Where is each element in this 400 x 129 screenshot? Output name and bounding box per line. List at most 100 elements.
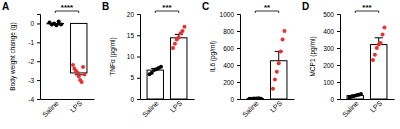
data-point bbox=[381, 32, 385, 36]
data-point bbox=[373, 53, 377, 57]
figure: A-4-3-2-10SalineLPS****Body weight chang… bbox=[0, 0, 400, 129]
tick: 200 bbox=[223, 79, 240, 86]
data-point bbox=[382, 26, 386, 30]
tick-mark bbox=[337, 31, 340, 32]
tick-mark bbox=[237, 82, 240, 83]
data-point bbox=[54, 23, 58, 27]
panel-label: D bbox=[302, 1, 309, 12]
tick-label: 0 bbox=[30, 20, 34, 27]
marks bbox=[247, 29, 287, 99]
annotation: ** bbox=[264, 3, 271, 12]
tick-mark bbox=[37, 61, 40, 62]
tick-label: 0 bbox=[330, 96, 334, 103]
tick-mark bbox=[137, 57, 140, 58]
panel-label: B bbox=[102, 1, 109, 12]
axis-line bbox=[41, 99, 95, 100]
tick-label: 0 bbox=[130, 96, 134, 103]
panel: B05101520SalineLPS***TNFα (pg/ml) bbox=[102, 1, 195, 118]
tick: 400 bbox=[223, 62, 240, 69]
tick: 500 bbox=[323, 11, 340, 18]
data-point bbox=[279, 49, 283, 53]
tick-label: -4 bbox=[28, 96, 34, 103]
data-point bbox=[271, 87, 275, 91]
tick-mark bbox=[337, 99, 340, 100]
tick: LPS bbox=[369, 99, 384, 114]
tick-mark bbox=[337, 48, 340, 49]
x-axis: Saline LPS bbox=[41, 99, 95, 118]
tick-mark bbox=[137, 78, 140, 79]
x-axis: SalineLPS bbox=[241, 99, 295, 118]
tick: 800 bbox=[223, 28, 240, 35]
tick-mark bbox=[37, 80, 40, 81]
axis-line bbox=[241, 99, 295, 100]
marks bbox=[347, 26, 387, 99]
data-point bbox=[173, 42, 177, 46]
tick-mark bbox=[337, 82, 340, 83]
tick: Saline bbox=[341, 99, 360, 118]
tick-label: 100 bbox=[323, 79, 334, 86]
annotation: *** bbox=[162, 3, 172, 12]
axis-line bbox=[341, 99, 395, 100]
tick-label: 400 bbox=[223, 62, 234, 69]
axis-line bbox=[141, 99, 195, 100]
tick-label: -3 bbox=[28, 77, 34, 84]
tick-mark bbox=[137, 14, 140, 15]
y-axis: 05101520 bbox=[127, 11, 141, 103]
y-axis: 02004006008001000 bbox=[220, 11, 241, 103]
annotation: *** bbox=[362, 3, 372, 12]
tick: 0 bbox=[330, 96, 340, 103]
tick-label: -1 bbox=[28, 39, 34, 46]
bar bbox=[371, 45, 387, 99]
axis-line bbox=[337, 15, 341, 100]
data-point bbox=[171, 46, 175, 50]
tick-label: 400 bbox=[323, 28, 334, 35]
tick-mark bbox=[337, 65, 340, 66]
plot: 05101520SalineLPS*** bbox=[127, 3, 195, 118]
axis-title: IL6 (pg/ml) bbox=[209, 41, 217, 72]
bar bbox=[71, 23, 87, 72]
tick-label: 600 bbox=[223, 45, 234, 52]
tick: -4 bbox=[28, 96, 40, 103]
tick-label: 5 bbox=[130, 74, 134, 81]
tick: LPS bbox=[69, 99, 84, 114]
tick-mark bbox=[237, 99, 240, 100]
plot: -4-3-2-10SalineLPS**** bbox=[28, 3, 94, 118]
tick-label: LPS bbox=[169, 99, 184, 114]
data-point bbox=[81, 65, 85, 69]
tick-label: Saline bbox=[41, 99, 60, 118]
tick-mark bbox=[137, 99, 140, 100]
error-cap bbox=[375, 37, 383, 38]
data-point bbox=[181, 29, 185, 33]
data-point bbox=[371, 58, 375, 62]
tick-label: 300 bbox=[323, 45, 334, 52]
tick-label: LPS bbox=[69, 99, 84, 114]
data-point bbox=[80, 80, 84, 84]
data-point bbox=[177, 35, 181, 39]
tick: -3 bbox=[28, 77, 40, 84]
axis-title: Body weight change (g) bbox=[9, 22, 17, 90]
tick-mark bbox=[237, 31, 240, 32]
data-point bbox=[359, 92, 363, 96]
tick-label: Saline bbox=[341, 99, 360, 118]
data-point bbox=[77, 74, 81, 78]
tick-label: 15 bbox=[127, 32, 135, 39]
marks bbox=[47, 20, 87, 84]
y-axis: -4 -3 -2 -1 0 bbox=[28, 15, 40, 103]
tick: Saline bbox=[141, 99, 160, 118]
plot: 0100200300400500SalineLPS*** bbox=[323, 3, 394, 118]
tick-label: LPS bbox=[269, 99, 284, 114]
tick: LPS bbox=[169, 99, 184, 114]
tick-label: 1000 bbox=[220, 11, 235, 18]
panel-label: A bbox=[2, 1, 9, 12]
tick-label: Saline bbox=[141, 99, 160, 118]
tick-label: 20 bbox=[127, 11, 135, 18]
tick: 15 bbox=[127, 32, 140, 39]
tick: 400 bbox=[323, 28, 340, 35]
data-point bbox=[259, 97, 263, 99]
tick-mark bbox=[337, 14, 340, 15]
tick-label: 800 bbox=[223, 28, 234, 35]
tick-label: -2 bbox=[28, 58, 34, 65]
panel: D0100200300400500SalineLPS***MCP1 (pg/ml… bbox=[302, 1, 395, 118]
tick: 600 bbox=[223, 45, 240, 52]
tick: 20 bbox=[127, 11, 140, 18]
